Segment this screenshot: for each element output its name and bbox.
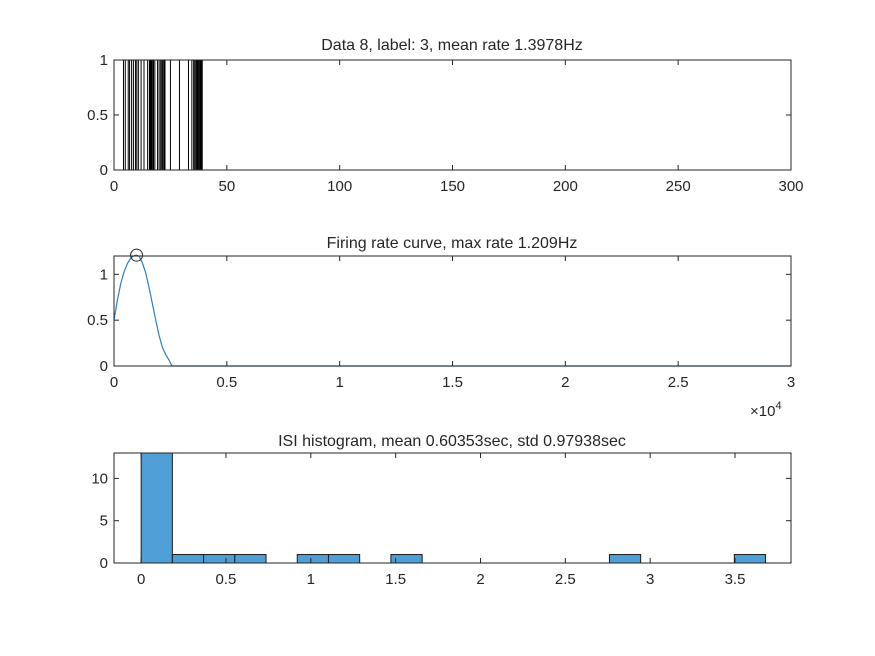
x-exponent-label: ×104 xyxy=(750,400,782,420)
x-tick-label: 0 xyxy=(137,571,145,588)
x-tick-label: 3 xyxy=(787,374,795,391)
x-tick-label: 250 xyxy=(666,178,691,195)
y-tick-label: 1 xyxy=(100,266,108,283)
y-tick-label: 0.5 xyxy=(87,107,108,124)
histogram-bar xyxy=(733,554,767,564)
isi-histogram-plot: ISI histogram, mean 0.60353sec, std 0.97… xyxy=(91,433,792,588)
y-tick-label: 5 xyxy=(100,513,108,530)
spike-raster-ticks: 0 50 100 150 200 250 300 0 0.5 1 xyxy=(87,52,803,195)
y-tick-label: 0 xyxy=(100,555,108,572)
x-tick-label: 1.5 xyxy=(385,571,406,588)
x-tick-label: 0 xyxy=(110,374,118,391)
firing-rate-plot: Firing rate curve, max rate 1.209Hz 0 0.5… xyxy=(87,235,795,420)
histogram-bar xyxy=(296,554,329,564)
firing-rate-title: Firing rate curve, max rate 1.209Hz xyxy=(327,235,578,252)
y-tick-label: 0 xyxy=(100,358,108,375)
spike-raster-plot: Data 8, label: 3, mean rate 1.3978Hz 0 50… xyxy=(87,37,803,195)
x-tick-label: 100 xyxy=(327,178,352,195)
x-tick-label: 2.5 xyxy=(555,571,576,588)
x-tick-label: 3 xyxy=(646,571,654,588)
peak-marker xyxy=(130,248,144,262)
x-tick-label: 2.5 xyxy=(668,374,689,391)
isi-histogram-title: ISI histogram, mean 0.60353sec, std 0.97… xyxy=(278,433,626,450)
histogram-bar xyxy=(608,554,642,564)
x-tick-label: 3.5 xyxy=(725,571,746,588)
isi-histogram-axes-box xyxy=(113,452,792,564)
spike-lines xyxy=(122,60,203,170)
x-tick-label: 1.5 xyxy=(442,374,463,391)
y-tick-label: 1 xyxy=(100,52,108,69)
x-tick-label: 300 xyxy=(778,178,803,195)
firing-rate-ticks: 0 0.5 1 1.5 2 2.5 3 0 0.5 1 xyxy=(87,256,795,391)
y-tick-label: 0 xyxy=(100,162,108,179)
histogram-bar xyxy=(203,554,236,564)
x-tick-label: 2 xyxy=(476,571,484,588)
histogram-bar xyxy=(140,452,173,564)
x-tick-label: 1 xyxy=(335,374,343,391)
x-tick-label: 150 xyxy=(440,178,465,195)
y-tick-label: 10 xyxy=(91,470,108,487)
x-tick-label: 50 xyxy=(218,178,235,195)
histogram-bar xyxy=(234,554,267,564)
spike-raster-title: Data 8, label: 3, mean rate 1.3978Hz xyxy=(321,37,583,54)
x-tick-label: 200 xyxy=(553,178,578,195)
x-tick-label: 0.5 xyxy=(216,374,237,391)
x-tick-label: 1 xyxy=(307,571,315,588)
x-tick-label: 2 xyxy=(561,374,569,391)
histogram-bar xyxy=(171,554,205,564)
isi-histogram-ticks: 0 0.5 1 1.5 2 2.5 3 3.5 0 5 10 xyxy=(91,453,791,588)
y-tick-label: 0.5 xyxy=(87,312,108,329)
x-tick-label: 0.5 xyxy=(216,571,237,588)
histogram-bar xyxy=(327,554,361,564)
x-tick-label: 0 xyxy=(110,178,118,195)
